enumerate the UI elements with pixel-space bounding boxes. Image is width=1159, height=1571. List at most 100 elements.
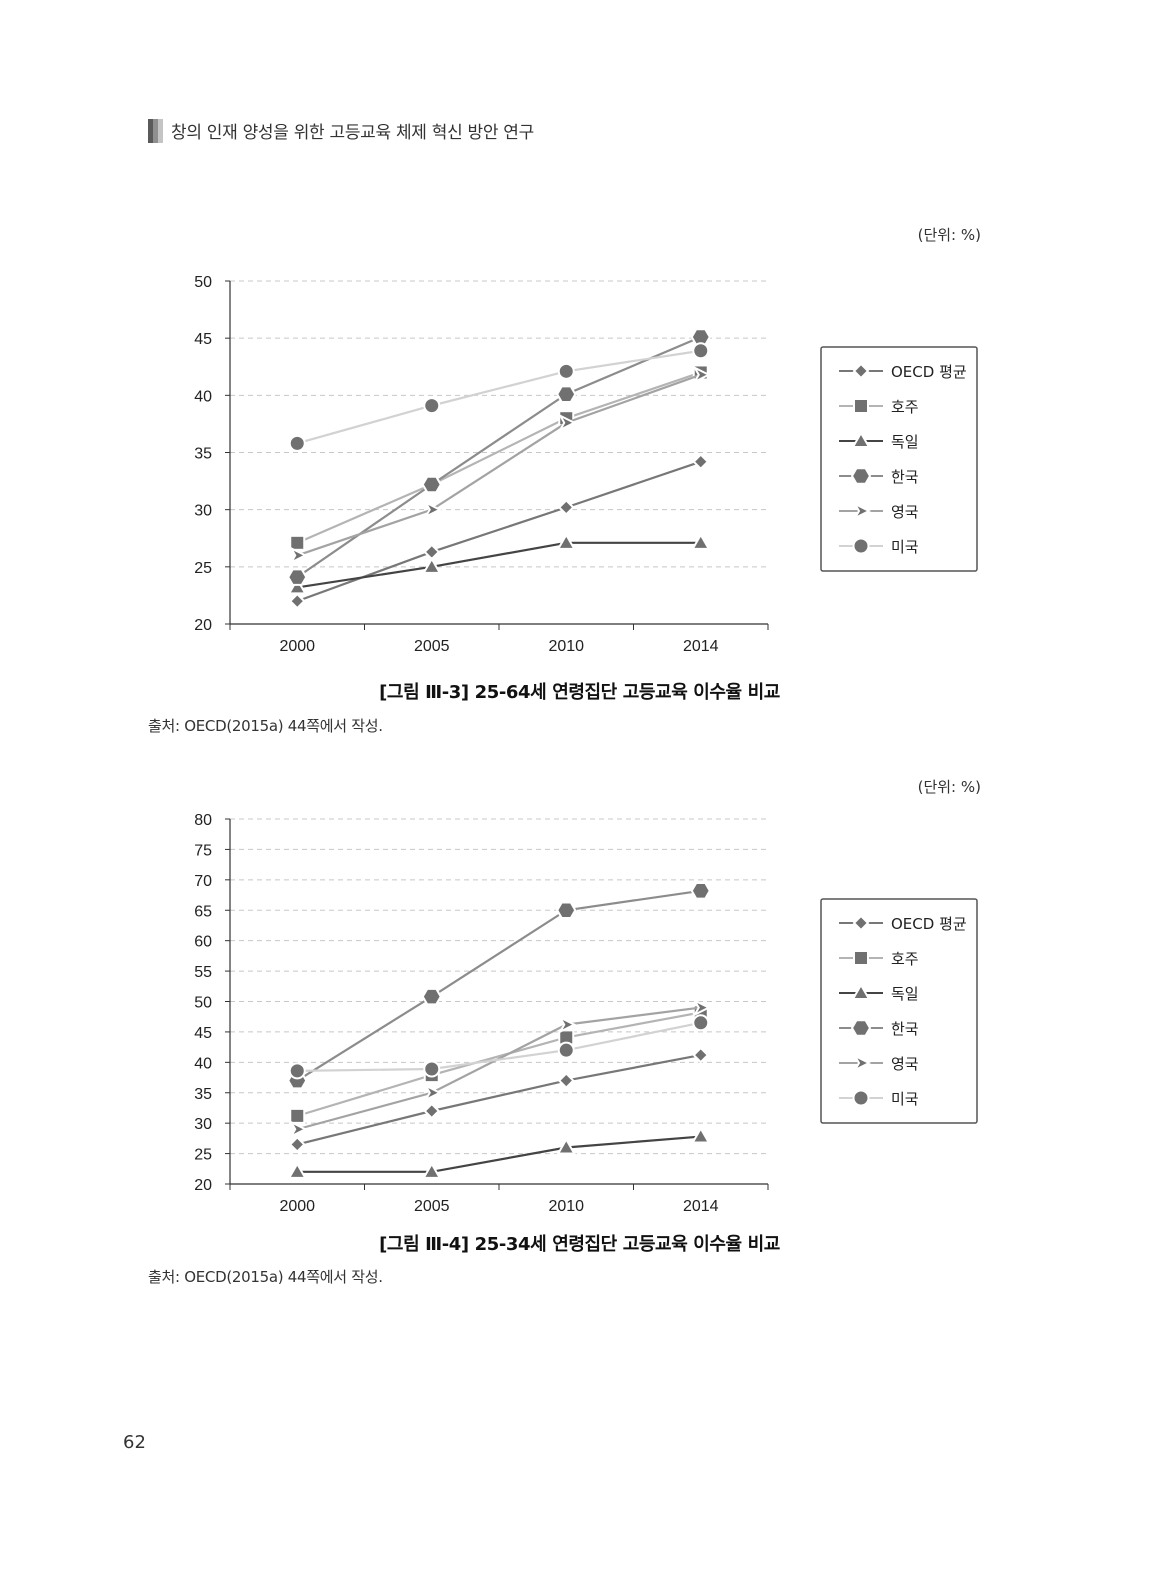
data-point-미국	[557, 362, 575, 380]
x-tick-label: 2005	[414, 1198, 450, 1215]
legend-label: 한국	[891, 1020, 919, 1038]
y-tick-label: 80	[194, 812, 212, 829]
data-point-독일	[287, 1161, 307, 1179]
series-line-미국	[296, 349, 701, 445]
data-point-oecd-평균	[692, 453, 710, 471]
line-chart-25-64: 20 25 30 35 40 45 50 2000 2005 2010 2014 OECD 평균호주독…	[194, 274, 978, 655]
y-tick-label: 40	[194, 388, 212, 405]
legend-label: 호주	[891, 950, 919, 968]
legend-marker-미국	[852, 1089, 870, 1107]
legend-label: OECD 평균	[891, 915, 967, 933]
x-tick-label: 2010	[548, 638, 584, 655]
data-point-oecd-평균	[557, 1072, 575, 1089]
series-미국	[288, 342, 710, 452]
data-point-독일	[691, 1126, 711, 1144]
legend-item: 영국	[839, 1053, 919, 1073]
legend-item: 호주	[839, 398, 919, 416]
data-point-영국	[423, 500, 442, 520]
data-point-한국	[287, 568, 308, 586]
legend-marker-독일	[851, 982, 871, 1000]
y-tick-label: 45	[194, 331, 212, 348]
legend-marker-한국	[850, 467, 872, 485]
data-point-영국	[692, 365, 711, 385]
legend-label: OECD 평균	[891, 363, 967, 381]
y-tick-label: 30	[194, 1116, 212, 1133]
gridlines-2	[230, 818, 768, 1155]
figure-source-1: 출처: OECD(2015a) 44쪽에서 작성.	[148, 717, 383, 735]
series-한국	[287, 328, 711, 586]
series-line-호주	[296, 1011, 701, 1117]
legend-label: 미국	[891, 1090, 919, 1108]
figure-caption-1: [그림 Ⅲ-3] 25-64세 연령집단 고등교육 이수율 비교	[379, 682, 780, 703]
data-point-독일	[691, 532, 711, 550]
series-영국	[288, 365, 711, 565]
data-point-미국	[557, 1041, 575, 1059]
series-line-oecd-평균	[296, 1053, 701, 1146]
data-point-한국	[421, 987, 442, 1006]
legend-marker-oecd-평균	[852, 362, 870, 380]
data-point-oecd-평균	[692, 1046, 710, 1064]
data-point-미국	[288, 434, 306, 452]
y-tick-label: 20	[194, 1177, 212, 1194]
series-oecd-평균	[288, 453, 710, 610]
legend-item: 독일	[839, 430, 919, 451]
legend-label: 미국	[891, 538, 919, 556]
header-title: 창의 인재 양성을 위한 고등교육 체제 혁신 방안 연구	[171, 123, 534, 143]
data-point-독일	[422, 1161, 442, 1179]
series-line-oecd-평균	[296, 460, 702, 603]
figure-caption-2: [그림 Ⅲ-4] 25-34세 연령집단 고등교육 이수율 비교	[379, 1234, 780, 1255]
legend-label: 한국	[891, 468, 919, 486]
data-point-oecd-평균	[423, 1102, 441, 1120]
legend-marker-영국	[852, 1053, 872, 1073]
legend-item: 영국	[839, 501, 919, 521]
data-point-독일	[287, 577, 307, 595]
series-호주	[289, 1004, 709, 1124]
data-point-영국	[288, 1119, 308, 1139]
legend-label: 독일	[891, 985, 919, 1003]
data-point-영국	[692, 998, 711, 1017]
series-oecd-평균	[288, 1046, 710, 1153]
legend-marker-호주	[853, 398, 869, 414]
legend-marker-미국	[852, 537, 870, 555]
data-point-oecd-평균	[288, 592, 306, 610]
data-point-호주	[289, 534, 306, 551]
legend-item: OECD 평균	[839, 914, 967, 933]
y-tick-label: 50	[194, 274, 212, 291]
series-line-독일	[297, 1135, 701, 1173]
page-number: 62	[123, 1432, 146, 1453]
y-tick-label: 50	[194, 995, 212, 1012]
data-point-미국	[288, 1062, 306, 1080]
series-line-독일	[297, 541, 701, 589]
y-tick-label: 55	[194, 964, 212, 981]
legend-item: 호주	[839, 950, 919, 968]
legend-label: 호주	[891, 398, 919, 416]
legend-label: 영국	[891, 503, 919, 521]
data-point-독일	[556, 1137, 576, 1155]
data-point-미국	[423, 1060, 441, 1078]
data-point-영국	[557, 1015, 577, 1034]
legend-item: 미국	[839, 1089, 919, 1108]
series-미국	[288, 1014, 710, 1080]
gridlines-1	[230, 280, 768, 568]
x-tick-label: 2014	[683, 1198, 719, 1215]
y-tick-label: 70	[194, 873, 212, 890]
legend-item: 미국	[839, 537, 919, 556]
x-tick-label: 2000	[279, 638, 315, 655]
series-line-미국	[297, 1021, 701, 1072]
series-line-한국	[296, 336, 702, 579]
data-point-미국	[423, 397, 441, 415]
y-tick-label: 75	[194, 842, 212, 859]
y-tick-label: 25	[194, 560, 212, 577]
y-tick-label: 60	[194, 934, 212, 951]
series-독일	[287, 1126, 711, 1179]
data-point-한국	[556, 385, 577, 403]
data-point-한국	[690, 881, 711, 900]
unit-label-2: (단위: %)	[917, 778, 981, 796]
legend-item: 독일	[839, 982, 919, 1003]
running-header: 창의 인재 양성을 위한 고등교육 체제 혁신 방안 연구	[148, 118, 534, 143]
figure-source-2: 출처: OECD(2015a) 44쪽에서 작성.	[148, 1268, 383, 1286]
legend-marker-한국	[850, 1019, 872, 1037]
x-tick-label: 2014	[683, 638, 719, 655]
